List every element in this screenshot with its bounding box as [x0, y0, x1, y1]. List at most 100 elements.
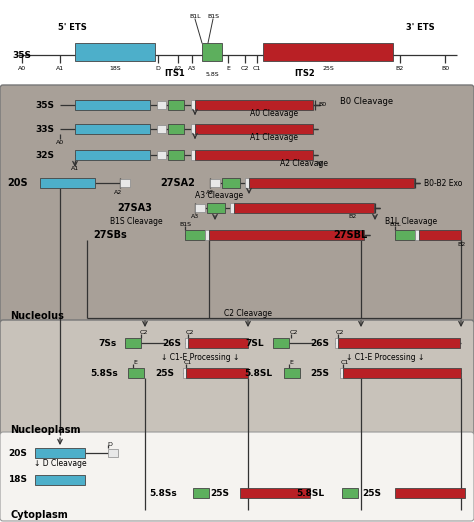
- Bar: [157, 101, 166, 109]
- Text: D: D: [155, 66, 160, 72]
- Text: A3: A3: [191, 215, 199, 219]
- Text: 5.8Ss: 5.8Ss: [90, 369, 118, 377]
- Bar: [234, 203, 374, 213]
- Text: B0: B0: [441, 66, 449, 72]
- Text: 20S: 20S: [8, 178, 28, 188]
- Bar: [419, 230, 461, 240]
- Text: 27SBs: 27SBs: [93, 230, 127, 240]
- Bar: [195, 100, 313, 110]
- Text: C2 Cleavage: C2 Cleavage: [224, 309, 272, 317]
- Text: 3' ETS: 3' ETS: [406, 23, 434, 32]
- Bar: [75, 100, 150, 110]
- Text: ↓ C1-E Processing ↓: ↓ C1-E Processing ↓: [161, 353, 239, 362]
- Text: C1: C1: [184, 361, 192, 365]
- Text: B1S: B1S: [207, 14, 219, 18]
- Bar: [395, 230, 415, 240]
- Bar: [338, 338, 460, 348]
- Text: Nucleoplasm: Nucleoplasm: [10, 425, 81, 435]
- Text: C2: C2: [290, 330, 298, 336]
- Text: 5.8SL: 5.8SL: [244, 369, 272, 377]
- Text: E: E: [226, 66, 230, 72]
- Text: E: E: [133, 361, 137, 365]
- Text: 5' ETS: 5' ETS: [58, 23, 86, 32]
- Bar: [343, 368, 461, 378]
- Text: A0 Cleavage: A0 Cleavage: [250, 110, 298, 118]
- Bar: [207, 203, 225, 213]
- Text: Nucleolus: Nucleolus: [10, 311, 64, 321]
- Text: B1S: B1S: [179, 222, 191, 228]
- Text: ↓ D Cleavage: ↓ D Cleavage: [34, 459, 86, 469]
- Bar: [249, 178, 414, 188]
- Bar: [210, 179, 220, 187]
- Text: 32S: 32S: [36, 150, 55, 160]
- Text: 35S: 35S: [12, 51, 31, 60]
- Text: B1L: B1L: [389, 222, 401, 228]
- Text: 33S: 33S: [36, 125, 55, 134]
- Text: 7SL: 7SL: [246, 338, 264, 348]
- Bar: [191, 124, 195, 134]
- Text: A2: A2: [174, 66, 182, 72]
- Text: Cytoplasm: Cytoplasm: [10, 510, 68, 520]
- Text: C1: C1: [341, 361, 349, 365]
- Text: 18S: 18S: [9, 476, 27, 484]
- Text: 26S: 26S: [310, 338, 329, 348]
- FancyBboxPatch shape: [0, 320, 474, 436]
- Text: C2: C2: [241, 66, 249, 72]
- Bar: [284, 368, 300, 378]
- Bar: [205, 230, 209, 240]
- Text: B0 Cleavage: B0 Cleavage: [340, 97, 393, 105]
- Text: B2: B2: [349, 215, 357, 219]
- Bar: [75, 43, 155, 61]
- Text: 7Ss: 7Ss: [99, 338, 117, 348]
- Bar: [195, 204, 205, 212]
- Text: A1: A1: [56, 66, 64, 72]
- Bar: [340, 368, 343, 378]
- Text: 27SA3: 27SA3: [118, 203, 153, 213]
- Bar: [157, 151, 166, 159]
- Bar: [186, 368, 248, 378]
- Text: A2 Cleavage: A2 Cleavage: [280, 160, 328, 169]
- Bar: [202, 43, 222, 61]
- Bar: [193, 488, 209, 498]
- Bar: [191, 100, 195, 110]
- Text: B1L: B1L: [189, 14, 201, 18]
- Bar: [40, 178, 95, 188]
- Text: 25S: 25S: [322, 66, 334, 72]
- Text: A1 Cleavage: A1 Cleavage: [250, 134, 298, 143]
- Bar: [108, 449, 118, 457]
- Bar: [209, 230, 364, 240]
- Text: ITS1: ITS1: [164, 69, 185, 78]
- Bar: [35, 448, 85, 458]
- Bar: [335, 338, 338, 348]
- Text: A3: A3: [188, 66, 196, 72]
- Text: 18S: 18S: [109, 66, 121, 72]
- Bar: [273, 338, 289, 348]
- Text: 5.8Ss: 5.8Ss: [149, 489, 177, 497]
- Text: C2: C2: [140, 330, 148, 336]
- FancyBboxPatch shape: [0, 85, 474, 324]
- Text: 5.8SL: 5.8SL: [296, 489, 324, 497]
- Bar: [185, 338, 188, 348]
- Text: 20S: 20S: [9, 448, 27, 457]
- Bar: [125, 338, 141, 348]
- Bar: [195, 124, 313, 134]
- Text: 27SA2: 27SA2: [161, 178, 195, 188]
- Bar: [415, 230, 419, 240]
- Text: 25S: 25S: [155, 369, 174, 377]
- Text: A0: A0: [56, 139, 64, 145]
- Text: ↓ C1-E Processing ↓: ↓ C1-E Processing ↓: [346, 353, 424, 362]
- Bar: [222, 178, 240, 188]
- Text: 25S: 25S: [310, 369, 329, 377]
- Text: E: E: [289, 361, 293, 365]
- Text: B1L Cleavage: B1L Cleavage: [385, 217, 437, 226]
- Text: 26S: 26S: [163, 338, 182, 348]
- Text: A2: A2: [206, 189, 214, 195]
- Bar: [185, 230, 205, 240]
- Text: A3 Cleavage: A3 Cleavage: [195, 191, 243, 199]
- Text: 27SBL: 27SBL: [333, 230, 367, 240]
- Bar: [75, 124, 150, 134]
- Text: B2: B2: [458, 242, 466, 246]
- Bar: [75, 150, 150, 160]
- Text: B0: B0: [318, 102, 326, 108]
- Text: 5.8S: 5.8S: [205, 72, 219, 77]
